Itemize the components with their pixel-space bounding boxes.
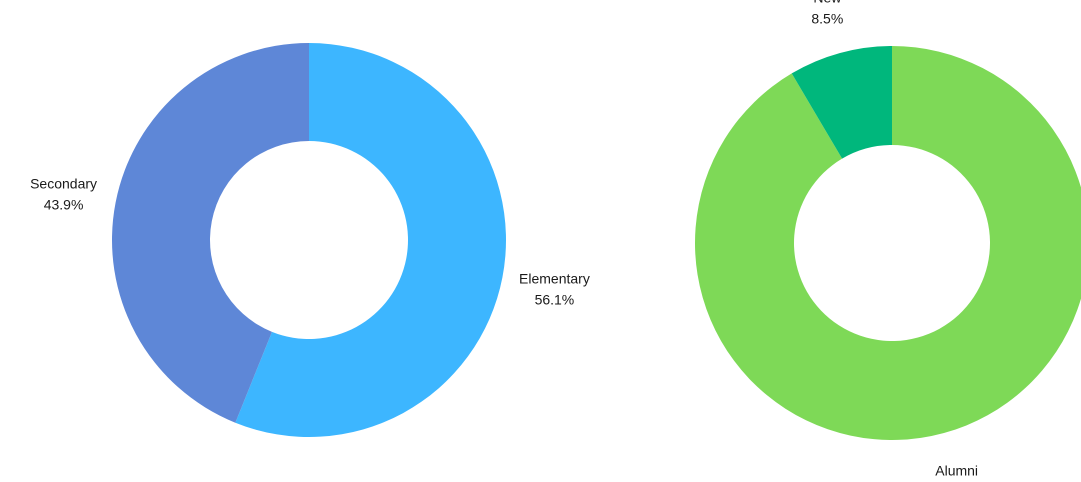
slice-label-elementary: Elementary 56.1% [519,271,590,308]
slice-percent-label: 43.9% [44,196,84,212]
slice-elementary[interactable] [235,43,507,437]
slice-label-new: New 8.5% [811,0,843,27]
slice-category-label: Secondary [30,175,97,191]
slice-label-alumni: Alumni91.5% [935,462,978,482]
slice-label-secondary: Secondary 43.9% [30,175,97,212]
slice-percent-label: 56.1% [535,292,575,308]
slice-category-label: New [813,0,842,6]
slice-alumni[interactable] [695,46,1081,440]
donut-chart-member-status: Alumni91.5% New 8.5% [695,0,1081,482]
slice-category-label: Elementary [519,271,590,287]
donut-chart-school-level: Elementary 56.1% Secondary 43.9% [30,43,590,437]
slice-category-label: Alumni [935,462,978,478]
slice-new[interactable] [791,46,892,159]
slice-secondary[interactable] [111,43,310,423]
slice-percent-label: 8.5% [811,11,843,27]
